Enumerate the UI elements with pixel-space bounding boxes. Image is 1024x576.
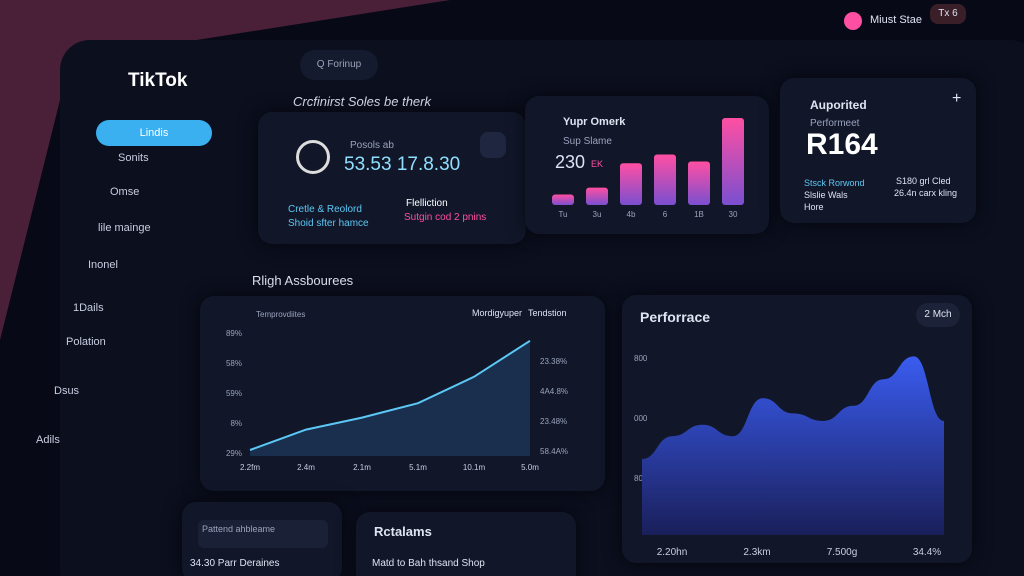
x-tick-label: 2.2fm [240, 463, 260, 472]
nav-item[interactable]: Dsus [54, 385, 80, 397]
section-title: Crcfinirst Soles be therk [293, 94, 431, 109]
x-tick-label: 30 [729, 210, 738, 219]
avatar[interactable] [844, 12, 862, 30]
right-label: 23.38% [540, 357, 567, 366]
card-title: Yupr Omerk [563, 116, 626, 128]
right-label: 23.48% [540, 417, 567, 426]
x-tick-label: Tu [558, 210, 567, 219]
bar [552, 194, 574, 205]
x-tick-label: 5.0m [521, 463, 539, 472]
card-title: Pattend ahbleame [202, 524, 276, 534]
x-tick-label: 3u [593, 210, 602, 219]
x-tick-label: 6 [663, 210, 668, 219]
logo: TikTok [128, 70, 188, 91]
badge[interactable]: Tx 6 [930, 4, 966, 24]
nav-item[interactable]: Lindis [96, 120, 212, 146]
bar [586, 187, 608, 205]
alert-text: Sutgin cod 2 pnins [404, 212, 487, 223]
stat-label: Posols ab [350, 140, 394, 151]
nav-item[interactable]: Polation [66, 336, 106, 348]
card-value: 230 [555, 152, 586, 172]
stat-value: 53.53 17.8.30 [344, 154, 461, 175]
card-text: 34.30 Parr Deraines [190, 558, 280, 569]
x-tick-label: 2.4m [297, 463, 315, 472]
y-label: 29% [226, 449, 242, 458]
y-label: 800 [634, 354, 648, 363]
kpi-line: 26.4n carx kling [894, 188, 958, 198]
area-chart: 800 000 800 2.20hn 2.3km 7.500g 34.4% [634, 354, 944, 558]
nav-item[interactable]: Omse [110, 186, 140, 198]
nav-item[interactable]: Adils [36, 434, 60, 446]
nav-item[interactable]: 1Dails [73, 302, 104, 314]
nav-item[interactable]: Inonel [88, 259, 118, 271]
alert-title: Flelliction [406, 198, 448, 209]
card-title: Perforrace [640, 309, 711, 325]
x-tick-label: 7.500g [827, 547, 858, 558]
right-label: 4A4.8% [540, 387, 568, 396]
y-label: 59% [226, 389, 242, 398]
x-tick-label: 4b [627, 210, 636, 219]
bar [722, 118, 744, 205]
bar-chart: Tu 3u 4b 6 1B 30 [552, 118, 744, 219]
range-button[interactable]: 2 Mch [916, 303, 960, 327]
bar [688, 161, 710, 205]
line-chart: 89% 58% 59% 8% 29% 23.38% 4A4.8% 23.48% 58.4A% 2.… [226, 329, 568, 472]
y-label: 800 [634, 474, 648, 483]
line [249, 339, 531, 451]
card-subtitle: Performeet [810, 118, 860, 129]
bar [654, 154, 676, 205]
ring-icon [296, 140, 330, 174]
card-title: Auporited [810, 98, 867, 112]
kpi-line: Stsck Rorwond [804, 178, 865, 188]
card-unit: EK [591, 159, 604, 169]
line-card: Temprovdiites Mordigyuper Tendstion [200, 296, 605, 491]
card-text: Matd to Bah thsand Shop [372, 558, 485, 569]
nav-item[interactable]: Sonits [118, 152, 149, 164]
bottom-card: Pattend ahbleame 34.30 Parr Deraines [182, 502, 342, 576]
kpi-card: Auporited + Performeet R164 Stsck Rorwon… [780, 78, 976, 223]
x-tick-label: 5.1m [409, 463, 427, 472]
y-label: 58% [226, 359, 242, 368]
x-tick-label: 1B [694, 210, 704, 219]
stat-card: Posols ab 53.53 17.8.30 Cretle & Reolord… [258, 112, 526, 244]
line-area [250, 340, 530, 456]
x-tick-label: 34.4% [913, 547, 941, 558]
y-label: 000 [634, 414, 648, 423]
x-tick-label: 10.1m [463, 463, 486, 472]
card-title: Rctalams [374, 524, 432, 539]
bar [620, 163, 642, 205]
kpi-value: R164 [806, 128, 878, 161]
link-icon[interactable] [480, 132, 506, 158]
right-label: 58.4A% [540, 447, 568, 456]
section-title: Rligh Assbourees [252, 273, 354, 288]
x-tick-label: 2.1m [353, 463, 371, 472]
x-tick-label: 2.20hn [657, 547, 688, 558]
legend-entry: Mordigyuper [472, 308, 523, 318]
card-subtitle: Sup Slame [563, 136, 612, 147]
search-box[interactable]: Q Forinup [300, 50, 378, 80]
kpi-line: S180 grl Cled [896, 176, 951, 186]
bar-card: Yupr Omerk Sup Slame 230 EK [525, 96, 769, 234]
stat-line: Shoid sfter hamce [288, 218, 369, 229]
stat-line: Cretle & Reolord [288, 204, 362, 215]
nav-item[interactable]: lile mainge [98, 222, 151, 234]
x-tick-label: 2.3km [743, 547, 770, 558]
card-title: Temprovdiites [256, 310, 306, 319]
inner-box [198, 520, 328, 548]
kpi-line: Slslie Wals [804, 190, 848, 200]
kpi-line: Hore [804, 202, 824, 212]
add-button[interactable]: + [952, 90, 962, 107]
y-label: 8% [230, 419, 242, 428]
area [642, 356, 944, 535]
user-name: Miust Stae [870, 14, 922, 26]
bottom-card: Rctalams Matd to Bah thsand Shop [356, 512, 576, 576]
y-label: 89% [226, 329, 242, 338]
legend-entry: Tendstion [528, 308, 567, 318]
